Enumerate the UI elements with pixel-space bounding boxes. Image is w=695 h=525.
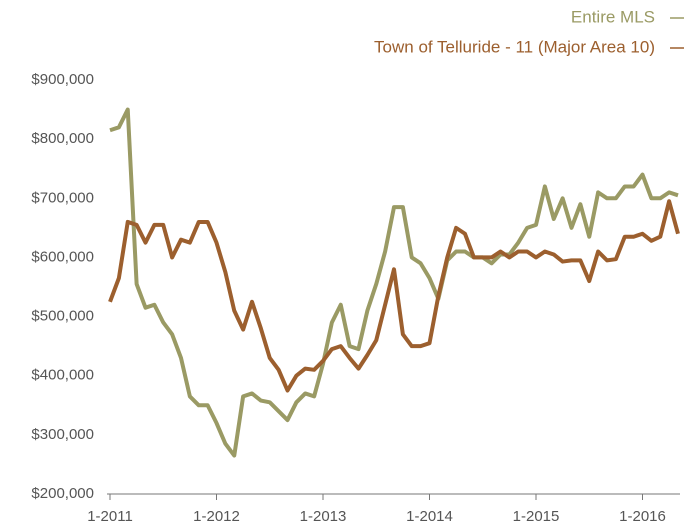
x-tick-label: 1-2014 — [406, 508, 453, 525]
y-tick-label: $300,000 — [31, 426, 94, 443]
series-line — [108, 199, 680, 393]
x-tick-label: 1-2013 — [300, 508, 347, 525]
legend-label: Town of Telluride - 11 (Major Area 10) — [374, 37, 655, 56]
y-tick-label: $500,000 — [31, 308, 94, 325]
y-tick-label: $600,000 — [31, 248, 94, 265]
legend-label: Entire MLS — [571, 7, 655, 26]
y-tick-label: $700,000 — [31, 189, 94, 206]
y-tick-label: $900,000 — [31, 71, 94, 88]
series-line — [109, 107, 679, 458]
y-tick-label: $800,000 — [31, 130, 94, 147]
x-tick-label: 1-2015 — [513, 508, 560, 525]
x-tick-label: 1-2012 — [193, 508, 240, 525]
y-tick-label: $400,000 — [31, 367, 94, 384]
x-tick-label: 1-2011 — [87, 508, 133, 525]
y-tick-label: $200,000 — [31, 485, 94, 502]
x-tick-label: 1-2016 — [619, 508, 666, 525]
